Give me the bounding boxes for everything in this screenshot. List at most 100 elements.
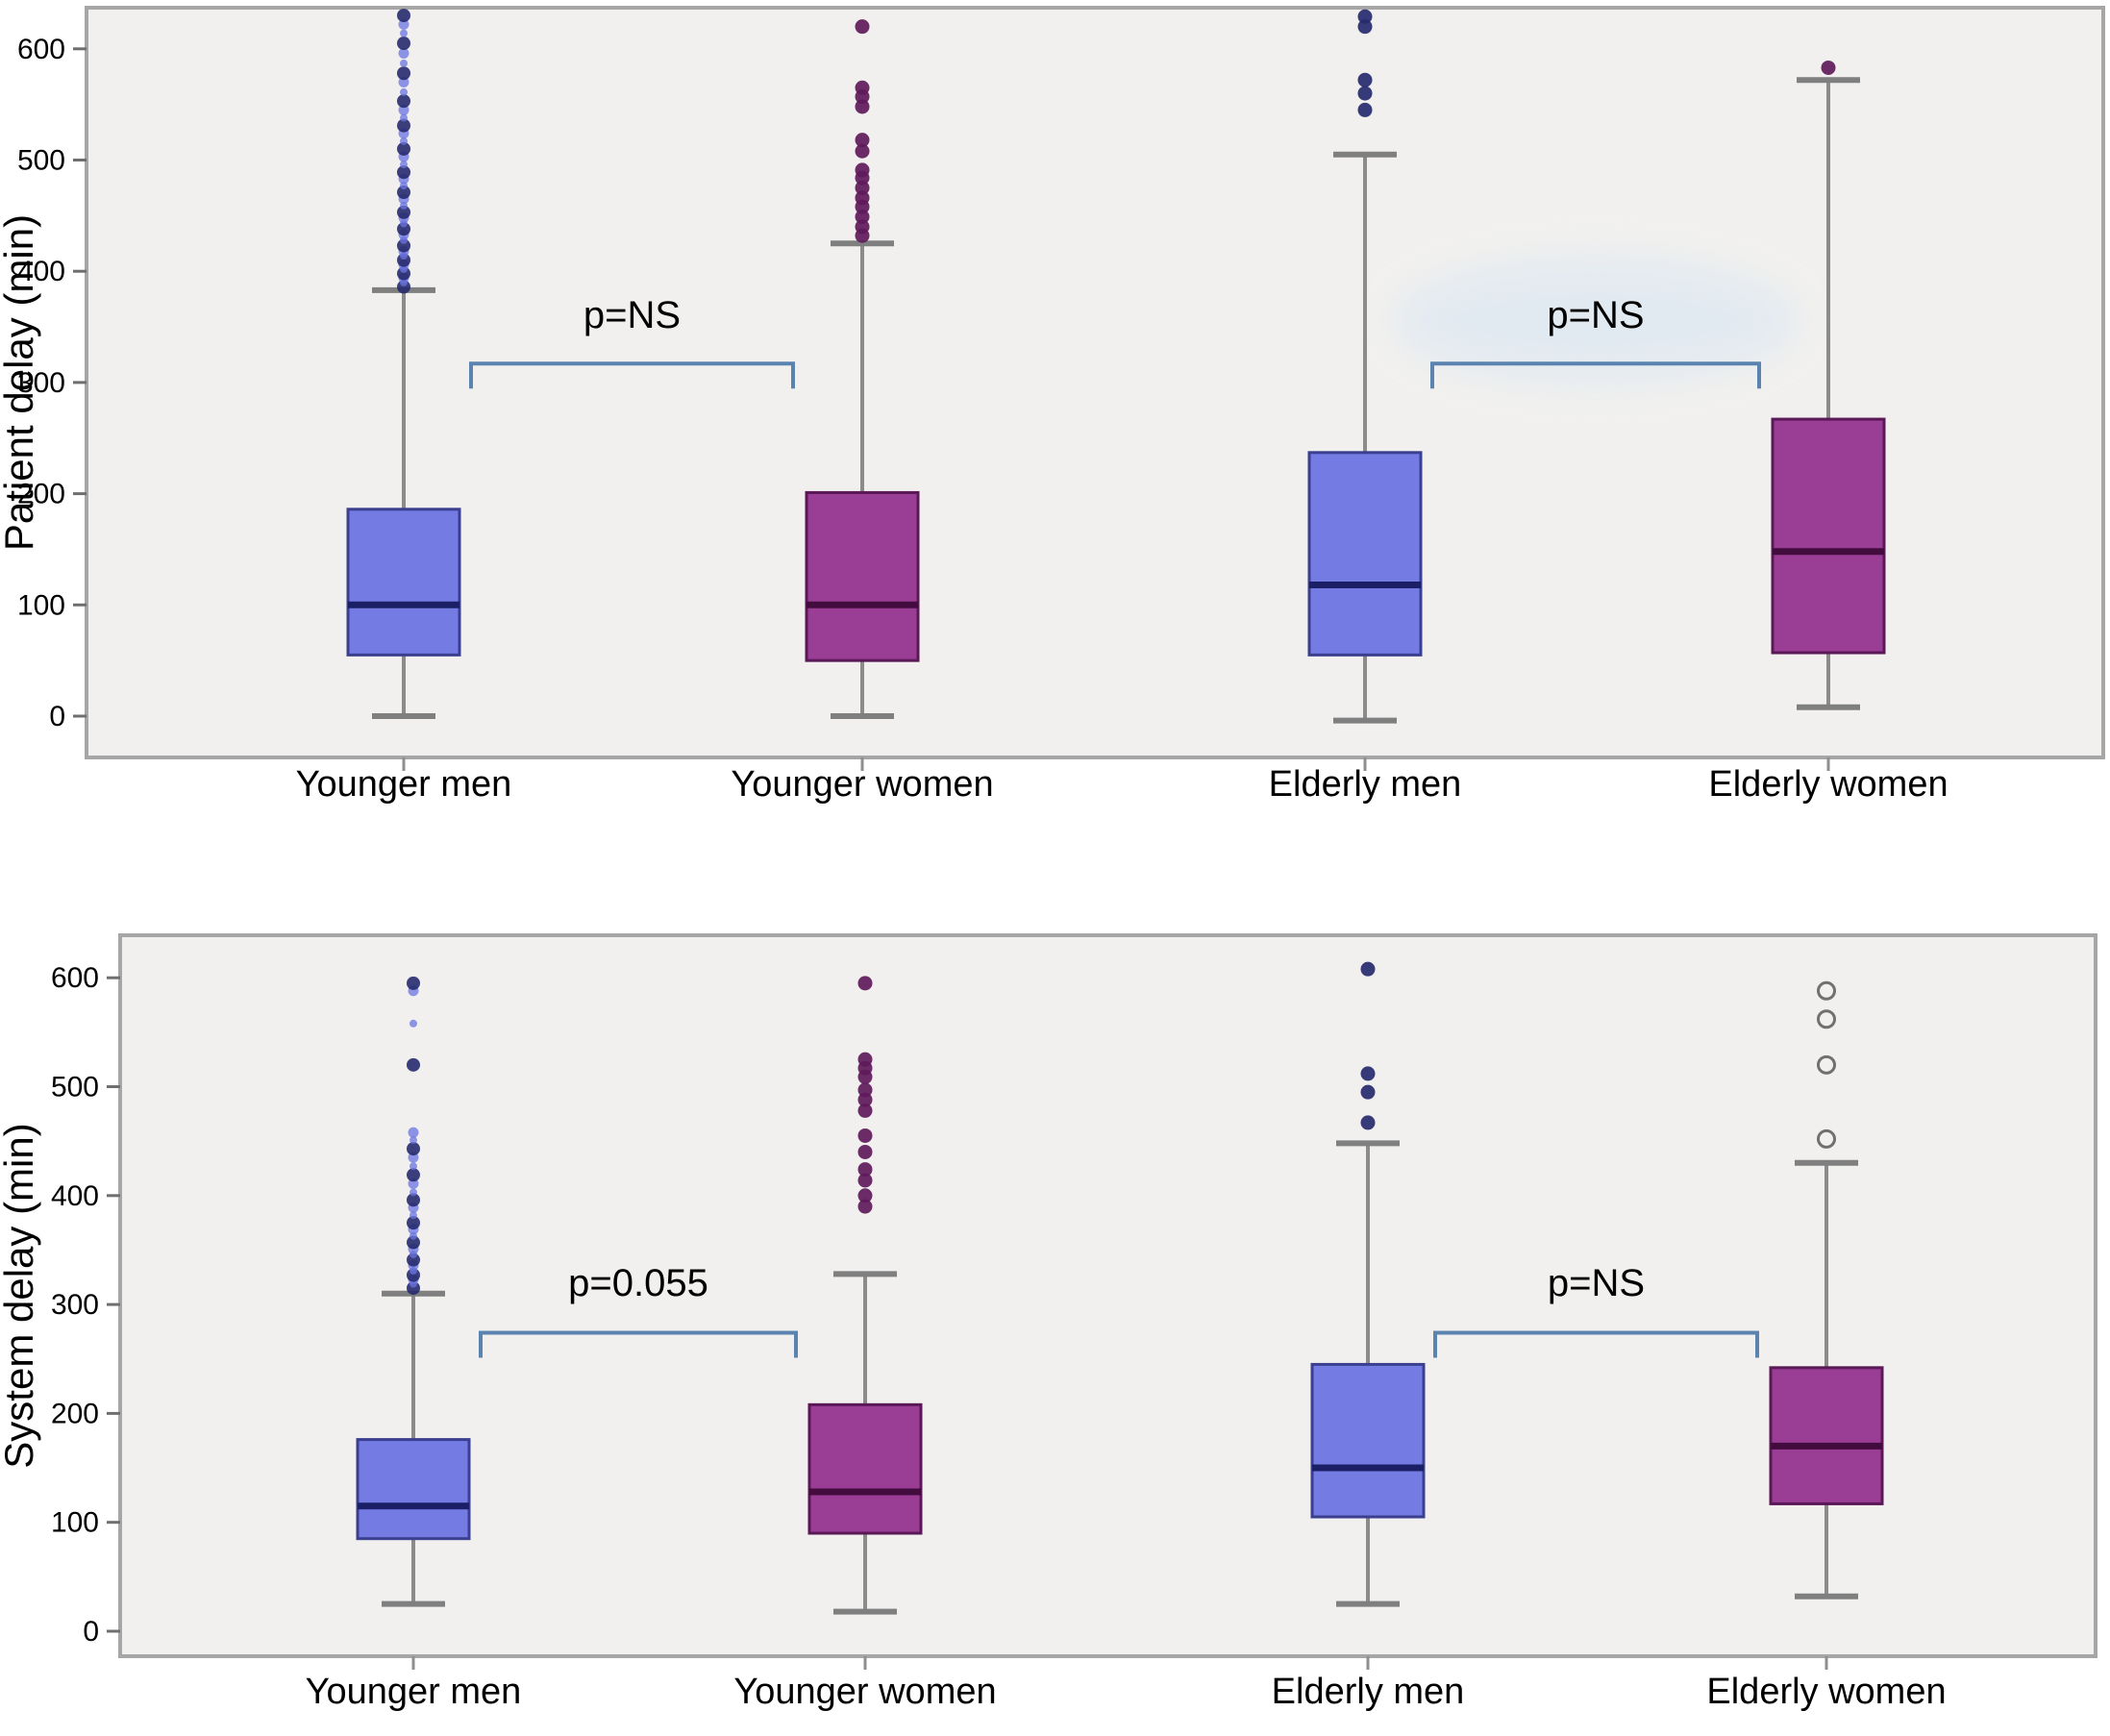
p-value-label: p=NS bbox=[583, 294, 681, 336]
outlier-point bbox=[1357, 9, 1373, 24]
outlier-point bbox=[407, 1057, 420, 1072]
outlier-point bbox=[1360, 961, 1376, 977]
outlier-point bbox=[397, 165, 410, 180]
bracket-line bbox=[469, 361, 795, 389]
outlier-point bbox=[1357, 86, 1373, 101]
outlier-point bbox=[1817, 1128, 1836, 1149]
y-tick-label: 400 bbox=[51, 1180, 99, 1212]
y-tick-label: 100 bbox=[17, 589, 65, 621]
outlier-point bbox=[407, 1193, 420, 1207]
box-elderly-men bbox=[1307, 9, 1423, 724]
outlier-point bbox=[397, 186, 410, 200]
y-axis-title: System delay (min) bbox=[0, 1123, 41, 1468]
outlier-point bbox=[397, 9, 410, 23]
y-tick-label: 200 bbox=[51, 1398, 99, 1429]
outlier-point bbox=[400, 29, 408, 37]
outlier-point bbox=[855, 180, 870, 195]
outlier-point bbox=[398, 18, 410, 30]
iqr-box bbox=[1310, 1362, 1426, 1519]
outlier-point bbox=[855, 190, 870, 206]
outlier-point bbox=[397, 37, 410, 51]
panel-patient-delay-min-: 0 100 200 300 400 500 600 Patient delay (min) Yo… bbox=[0, 6, 2105, 805]
box-elderly-men bbox=[1310, 961, 1426, 1607]
p-value-label: p=0.055 bbox=[568, 1262, 708, 1304]
significance-bracket-p-ns-23: p=NS bbox=[1433, 1262, 1759, 1358]
outlier-point bbox=[410, 1188, 417, 1197]
outlier-point bbox=[397, 94, 410, 109]
outlier-point bbox=[400, 59, 408, 67]
box-younger-women bbox=[807, 976, 923, 1615]
panel-system-delay-min-: 0 100 200 300 400 500 600 System delay (min) You… bbox=[0, 933, 2098, 1712]
outlier-point bbox=[407, 1216, 420, 1230]
outlier-point bbox=[857, 1173, 873, 1188]
p-value-label: p=NS bbox=[1548, 1262, 1645, 1304]
outlier-point bbox=[1821, 60, 1836, 75]
outlier-point bbox=[397, 141, 410, 156]
outlier-point bbox=[855, 99, 870, 114]
outlier-point bbox=[855, 210, 870, 225]
outlier-point bbox=[407, 1252, 420, 1267]
outlier-point bbox=[408, 1127, 419, 1138]
outlier-point bbox=[397, 205, 410, 219]
iqr-box bbox=[356, 1438, 471, 1541]
box-younger-women bbox=[805, 19, 920, 719]
outlier-point bbox=[1357, 102, 1373, 117]
outlier-point bbox=[407, 1142, 420, 1156]
outlier-point bbox=[398, 104, 410, 115]
bracket-line bbox=[479, 1330, 798, 1358]
category-label-younger-women: Younger women bbox=[731, 764, 993, 805]
outlier-point bbox=[400, 136, 408, 145]
outlier-point bbox=[410, 1136, 417, 1145]
outlier-point bbox=[1357, 72, 1373, 87]
outlier-point bbox=[855, 143, 870, 159]
outlier-point bbox=[857, 976, 873, 991]
outlier-point bbox=[410, 1019, 417, 1028]
y-tick-label: 600 bbox=[51, 962, 99, 994]
significance-bracket-p-ns-23: p=NS bbox=[1394, 257, 1798, 389]
significance-bracket-p-0-055-01: p=0.055 bbox=[479, 1262, 798, 1358]
category-label-younger-women: Younger women bbox=[733, 1672, 996, 1712]
y-axis-title: Patient delay (min) bbox=[0, 214, 41, 551]
category-label-elderly-women: Elderly women bbox=[1706, 1672, 1946, 1712]
y-tick-label: 300 bbox=[17, 367, 65, 399]
outlier-point bbox=[1360, 1066, 1376, 1081]
bracket-line bbox=[1430, 361, 1761, 389]
outlier-point bbox=[857, 1103, 873, 1118]
y-tick-label: 100 bbox=[51, 1507, 99, 1539]
box-elderly-women bbox=[1769, 980, 1884, 1600]
outlier-point bbox=[400, 87, 408, 96]
outlier-point bbox=[398, 47, 410, 59]
y-tick-label: 200 bbox=[17, 479, 65, 510]
outlier-point bbox=[1817, 1009, 1836, 1029]
outlier-point bbox=[857, 1144, 873, 1159]
iqr-box bbox=[807, 1402, 923, 1535]
bracket-line bbox=[1433, 1330, 1759, 1358]
halo-artifact bbox=[1394, 257, 1798, 384]
significance-bracket-p-ns-01: p=NS bbox=[469, 294, 795, 389]
category-label-elderly-men: Elderly men bbox=[1272, 1672, 1465, 1712]
y-tick-label: 400 bbox=[17, 256, 65, 287]
outlier-point bbox=[410, 1162, 417, 1171]
y-tick-label: 500 bbox=[51, 1072, 99, 1104]
outlier-point bbox=[857, 1052, 873, 1067]
outlier-point bbox=[397, 66, 410, 81]
iqr-box bbox=[1307, 451, 1423, 657]
category-label-younger-men: Younger men bbox=[306, 1672, 522, 1712]
iqr-box bbox=[346, 508, 461, 657]
iqr-box bbox=[1771, 417, 1886, 655]
outlier-point bbox=[855, 133, 870, 148]
y-tick-label: 600 bbox=[17, 34, 65, 65]
outlier-point bbox=[407, 1168, 420, 1182]
outlier-point bbox=[398, 77, 410, 88]
outlier-point bbox=[857, 1188, 873, 1203]
outlier-point bbox=[855, 80, 870, 95]
y-tick-label: 300 bbox=[51, 1289, 99, 1321]
box-younger-men bbox=[356, 976, 471, 1607]
outlier-point bbox=[397, 222, 410, 236]
outlier-point bbox=[1360, 1084, 1376, 1100]
outlier-point bbox=[407, 1235, 420, 1250]
outlier-point bbox=[857, 1162, 873, 1178]
iqr-box bbox=[1769, 1366, 1884, 1505]
